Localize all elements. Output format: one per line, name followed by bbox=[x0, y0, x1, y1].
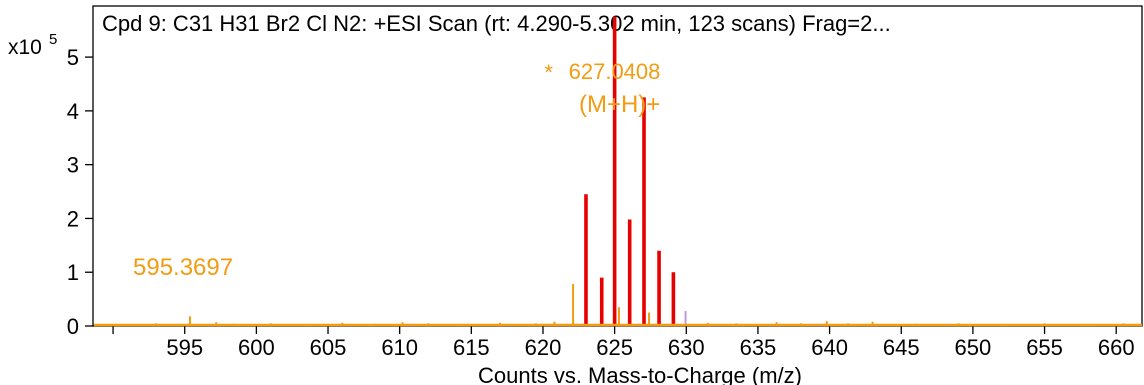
plot-frame bbox=[92, 5, 1143, 327]
x-tick-label: 640 bbox=[811, 335, 848, 360]
y-tick-label: 5 bbox=[67, 45, 79, 70]
x-tick-label: 615 bbox=[453, 335, 490, 360]
y-tick-label: 1 bbox=[67, 260, 79, 285]
x-tick-label: 645 bbox=[883, 335, 920, 360]
x-tick-label: 650 bbox=[955, 335, 992, 360]
y-tick-label: 0 bbox=[67, 314, 79, 339]
x-tick-label: 625 bbox=[596, 335, 633, 360]
x-axis-label: Counts vs. Mass-to-Charge (m/z) bbox=[478, 363, 802, 385]
x-tick-label: 630 bbox=[668, 335, 705, 360]
y-axis: 0 1 2 3 4 5 bbox=[67, 45, 93, 339]
x-tick-label: 595 bbox=[166, 335, 203, 360]
x-tick-label: 600 bbox=[238, 335, 275, 360]
x-tick-label: 655 bbox=[1026, 335, 1063, 360]
chart-title: Cpd 9: C31 H31 Br2 Cl N2: +ESI Scan (rt:… bbox=[102, 11, 891, 36]
y-multiplier-exponent: 5 bbox=[49, 31, 57, 48]
x-tick-label: 610 bbox=[381, 335, 418, 360]
peak-label-main: 627.0408 bbox=[569, 59, 661, 84]
peak-star-marker: * bbox=[544, 60, 553, 85]
y-tick-label: 2 bbox=[67, 206, 79, 231]
peak-adduct-label: (M+H)+ bbox=[579, 91, 660, 118]
x-tick-label: 635 bbox=[740, 335, 777, 360]
x-axis: 595 600 605 610 615 620 625 630 635 640 645 650 655 6… bbox=[112, 326, 1135, 360]
y-tick-label: 4 bbox=[67, 99, 79, 124]
y-tick-label: 3 bbox=[67, 153, 79, 178]
y-multiplier-label: x10 bbox=[8, 36, 42, 59]
peak-label-minor: 595.3697 bbox=[133, 254, 233, 281]
x-tick-label: 660 bbox=[1098, 335, 1135, 360]
x-tick-label: 620 bbox=[525, 335, 562, 360]
x-tick-label: 605 bbox=[310, 335, 347, 360]
